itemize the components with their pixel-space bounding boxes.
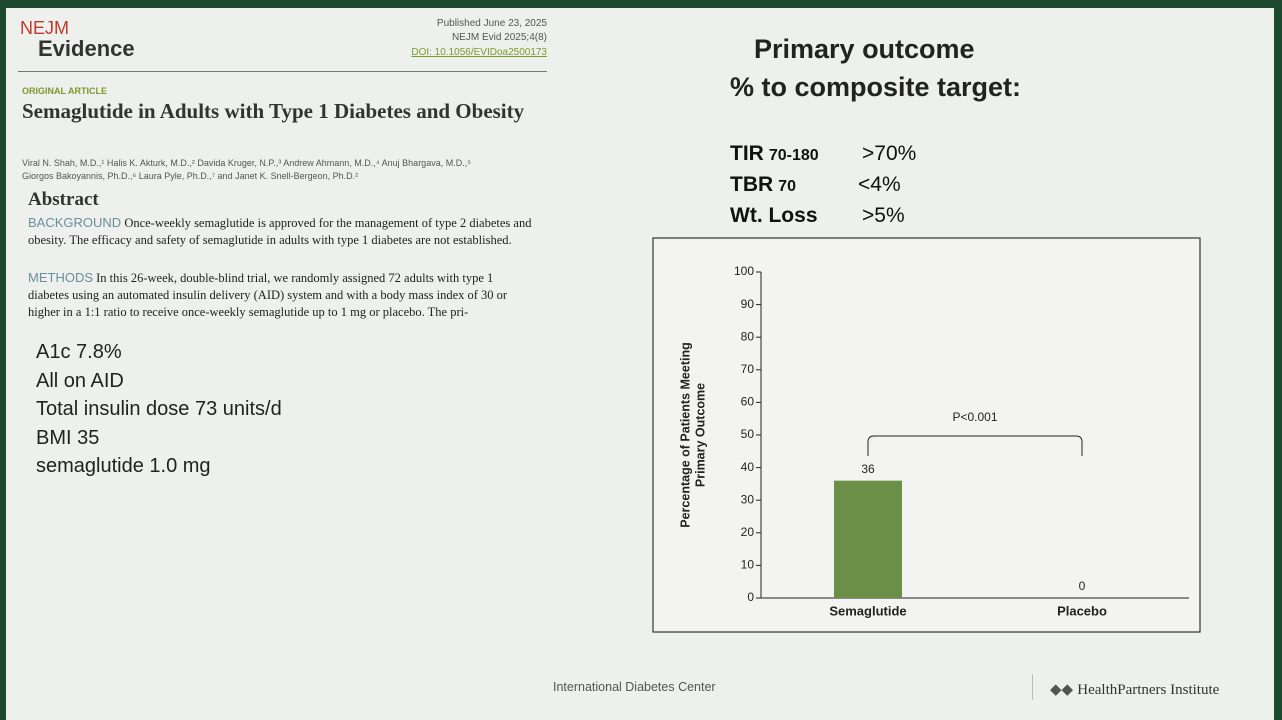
- bar: [834, 480, 902, 598]
- rule: [18, 71, 547, 72]
- footer-center: International Diabetes Center: [553, 680, 716, 694]
- y-tick-label: 80: [741, 329, 755, 343]
- target-value: >5%: [862, 204, 905, 227]
- methods-text: In this 26-week, double-blind trial, we …: [28, 271, 508, 319]
- target-value: >70%: [862, 142, 917, 165]
- methods: METHODS In this 26-week, double-blind tr…: [28, 269, 533, 321]
- x-tick-label: Semaglutide: [829, 603, 906, 618]
- significance-bracket: [867, 435, 1083, 456]
- journal: Evidence: [38, 36, 135, 61]
- article-label: ORIGINAL ARTICLE: [22, 86, 107, 96]
- target-sub: 70-180: [768, 147, 819, 164]
- note: BMI 35: [36, 426, 100, 449]
- targets: TIR 70-180 >70% TBR 70 <4% Wt. Loss >5%: [730, 138, 916, 231]
- abstract-heading: Abstract: [28, 189, 99, 210]
- authors: Viral N. Shah, M.D.,¹ Halis K. Akturk, M…: [22, 158, 471, 168]
- footer-divider: [1032, 674, 1033, 700]
- note: A1c 7.8%: [36, 341, 122, 363]
- target-value: <4%: [858, 173, 901, 196]
- slide: NEJM Evidence Published June 23, 2025 NE…: [6, 8, 1274, 720]
- logo-text: HealthPartners Institute: [1077, 682, 1220, 698]
- y-tick-label: 0: [747, 590, 754, 604]
- citation: NEJM Evid 2025;4(8): [451, 32, 547, 43]
- target-row: TBR 70 <4%: [730, 169, 901, 200]
- published: Published June 23, 2025: [436, 18, 547, 29]
- background: BACKGROUND Once-weekly semaglutide is ap…: [28, 214, 533, 249]
- outcome-title: % to composite target:: [730, 72, 1022, 102]
- x-tick-label: Placebo: [1057, 603, 1107, 618]
- y-tick-label: 40: [741, 460, 755, 474]
- y-tick-label: 10: [741, 558, 755, 572]
- chart: 0 10 20 30 40 50 60 70 80 90 100 Percentage of Pati…: [652, 237, 1201, 633]
- footer-logo: ◆◆ HealthPartners Institute: [1050, 680, 1219, 699]
- y-tick-label: 100: [734, 264, 754, 278]
- target-row: TIR 70-180 >70%: [730, 138, 916, 169]
- brand: NEJM: [20, 18, 69, 38]
- annotation: P<0.001: [952, 410, 997, 424]
- value-label: 0: [1079, 579, 1086, 593]
- logo-icon: ◆◆: [1050, 681, 1074, 698]
- note: All on AID: [36, 369, 124, 392]
- y-tick-label: 50: [741, 427, 755, 441]
- note: Total insulin dose 73 units/d: [36, 398, 282, 420]
- outcome-title: Primary outcome: [754, 34, 975, 64]
- y-tick-label: 20: [741, 525, 755, 539]
- background-text: Once-weekly semaglutide is approved for …: [28, 216, 532, 247]
- notes: A1c 7.8% All on AID Total insulin dose 73 …: [36, 338, 282, 481]
- y-tick-label: 90: [741, 297, 755, 311]
- y-tick-label: 70: [741, 362, 755, 376]
- target-name: TBR: [730, 173, 774, 196]
- chart-frame: [652, 237, 1201, 633]
- target-name: Wt. Loss: [730, 204, 818, 227]
- article-title: Semaglutide in Adults with Type 1 Diabet…: [22, 99, 525, 123]
- note: semaglutide 1.0 mg: [36, 455, 211, 477]
- target-name: TIR: [730, 142, 764, 165]
- y-tick-label: 30: [741, 492, 755, 506]
- doi: DOI: 10.1056/EVIDoa2500173: [411, 47, 547, 58]
- methods-label: METHODS: [28, 270, 93, 285]
- y-tick-label: 60: [741, 395, 755, 409]
- y-axis-label: Percentage of Patients Meeting: [678, 342, 692, 527]
- y-axis-label: Primary Outcome: [693, 383, 707, 487]
- value-label: 36: [861, 462, 875, 476]
- authors: Giorgos Bakoyannis, Ph.D.,⁶ Laura Pyle, …: [22, 171, 359, 181]
- target-row: Wt. Loss >5%: [730, 200, 905, 231]
- background-label: BACKGROUND: [28, 215, 122, 230]
- target-sub: 70: [778, 178, 796, 195]
